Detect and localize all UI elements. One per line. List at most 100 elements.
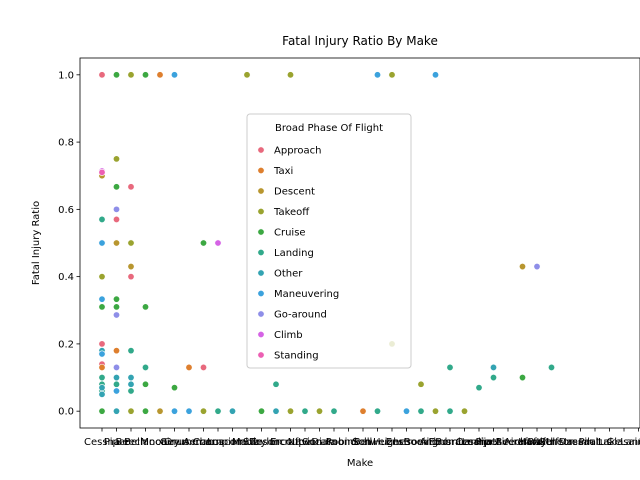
x-tick-label-8: Champion [193, 437, 244, 448]
point-6-4 [113, 407, 121, 415]
point-3-0 [98, 273, 106, 281]
point-3-10 [315, 407, 323, 415]
x-tick-label-11: Stinson [243, 437, 280, 448]
point-7-5 [171, 407, 179, 415]
x-tick-label-27: Cessna Aircraft [456, 437, 532, 448]
legend-marker-8 [257, 310, 265, 318]
x-tick-label-28: Piper Aircraft [476, 437, 541, 448]
x-tick-label-5: Cirrus [160, 437, 189, 448]
legend-marker-5 [257, 249, 265, 257]
x-axis-label: Make [347, 458, 373, 469]
x-tick-label-35: Lake [598, 437, 621, 448]
y-tick-label-2: 0.4 [58, 272, 74, 283]
legend-marker-7 [257, 289, 265, 297]
x-tick-label-19: Schweizer [352, 437, 404, 448]
x-tick-label-0: Cessna [84, 437, 120, 448]
point-4-12 [200, 239, 208, 247]
point-3-2 [127, 71, 135, 79]
point-5-12 [330, 407, 338, 415]
y-tick-label-4: 0.8 [58, 138, 74, 149]
point-4-5 [113, 303, 121, 311]
point-4-7 [142, 71, 150, 79]
x-tick-label-29: Beechcraft [495, 437, 549, 448]
point-4-13 [257, 407, 265, 415]
y-axis-label: Fatal Injury Ratio [31, 201, 42, 285]
point-0-5 [127, 273, 135, 281]
point-4-2 [113, 71, 121, 79]
legend-marker-0 [257, 146, 265, 154]
point-3-4 [127, 407, 135, 415]
point-6-6 [127, 380, 135, 388]
point-4-4 [113, 295, 121, 303]
x-tick-label-31: Raytheon [528, 437, 576, 448]
point-10-0 [98, 168, 106, 176]
point-7-3 [113, 387, 121, 395]
point-3-11 [388, 71, 396, 79]
point-5-15 [446, 363, 454, 371]
point-2-5 [518, 263, 526, 271]
point-2-4 [156, 407, 164, 415]
x-tick-label-30: Hawker [518, 437, 556, 448]
x-tick-label-38: Kitfox [639, 437, 640, 448]
data-points [98, 71, 555, 415]
point-1-5 [185, 363, 193, 371]
x-tick-label-21: Enstrom [386, 437, 428, 448]
point-0-0 [98, 71, 106, 79]
point-6-2 [98, 390, 106, 398]
x-tick-label-6: Grumman [164, 437, 214, 448]
legend-items: Approach Taxi Descent Takeoff Cruise Landing O… [257, 146, 339, 362]
x-tick-label-26: Learjet [462, 437, 497, 448]
point-8-1 [113, 311, 121, 319]
point-3-6 [200, 407, 208, 415]
point-4-3 [113, 183, 121, 191]
point-5-19 [547, 363, 555, 371]
x-tick-label-15: Socata [302, 437, 336, 448]
legend-marker-1 [257, 167, 265, 175]
legend-marker-6 [257, 269, 265, 277]
point-7-6 [185, 407, 193, 415]
point-5-14 [417, 407, 425, 415]
point-4-9 [142, 380, 150, 388]
point-7-7 [373, 71, 381, 79]
point-5-0 [98, 215, 106, 223]
point-1-0 [98, 363, 106, 371]
x-tick-label-20: Hughes [373, 437, 411, 448]
point-7-9 [431, 71, 439, 79]
point-3-3 [127, 239, 135, 247]
chart-title: Fatal Injury Ratio By Make [282, 34, 438, 48]
legend-label-3: Takeoff [273, 207, 310, 218]
point-5-17 [475, 384, 483, 392]
point-4-10 [142, 407, 150, 415]
x-tick-label-25: Bombardier [435, 437, 494, 448]
point-8-0 [113, 205, 121, 213]
x-tick-label-13: Ercoupe [270, 437, 311, 448]
point-1-6 [359, 407, 367, 415]
legend-marker-2 [257, 187, 265, 195]
x-tick-label-1: Piper [104, 437, 130, 448]
point-4-1 [98, 407, 106, 415]
legend-label-9: Climb [274, 330, 303, 341]
legend-marker-9 [257, 330, 265, 338]
legend-label-2: Descent [274, 187, 315, 198]
legend-title: Broad Phase Of Flight [275, 123, 383, 134]
point-8-3 [533, 263, 541, 271]
x-tick-label-24: Embraer [429, 437, 473, 448]
y-tick-label-3: 0.6 [58, 205, 74, 216]
point-0-6 [200, 363, 208, 371]
point-6-9 [489, 363, 497, 371]
x-axis-ticks: CessnaPiperBeechBellancaMooneyCirrusGrum… [84, 428, 640, 448]
x-tick-label-16: Diamond [311, 437, 356, 448]
y-tick-label-0: 0.0 [58, 407, 74, 418]
point-5-18 [489, 374, 497, 382]
point-3-15 [460, 407, 468, 415]
legend-label-10: Standing [274, 351, 319, 362]
point-3-7 [243, 71, 251, 79]
point-2-2 [127, 263, 135, 271]
point-5-7 [127, 387, 135, 395]
point-5-9 [214, 407, 222, 415]
point-7-0 [98, 239, 106, 247]
point-5-1 [98, 374, 106, 382]
y-tick-label-1: 0.2 [58, 339, 74, 350]
point-1-2 [113, 347, 121, 355]
point-4-8 [142, 303, 150, 311]
